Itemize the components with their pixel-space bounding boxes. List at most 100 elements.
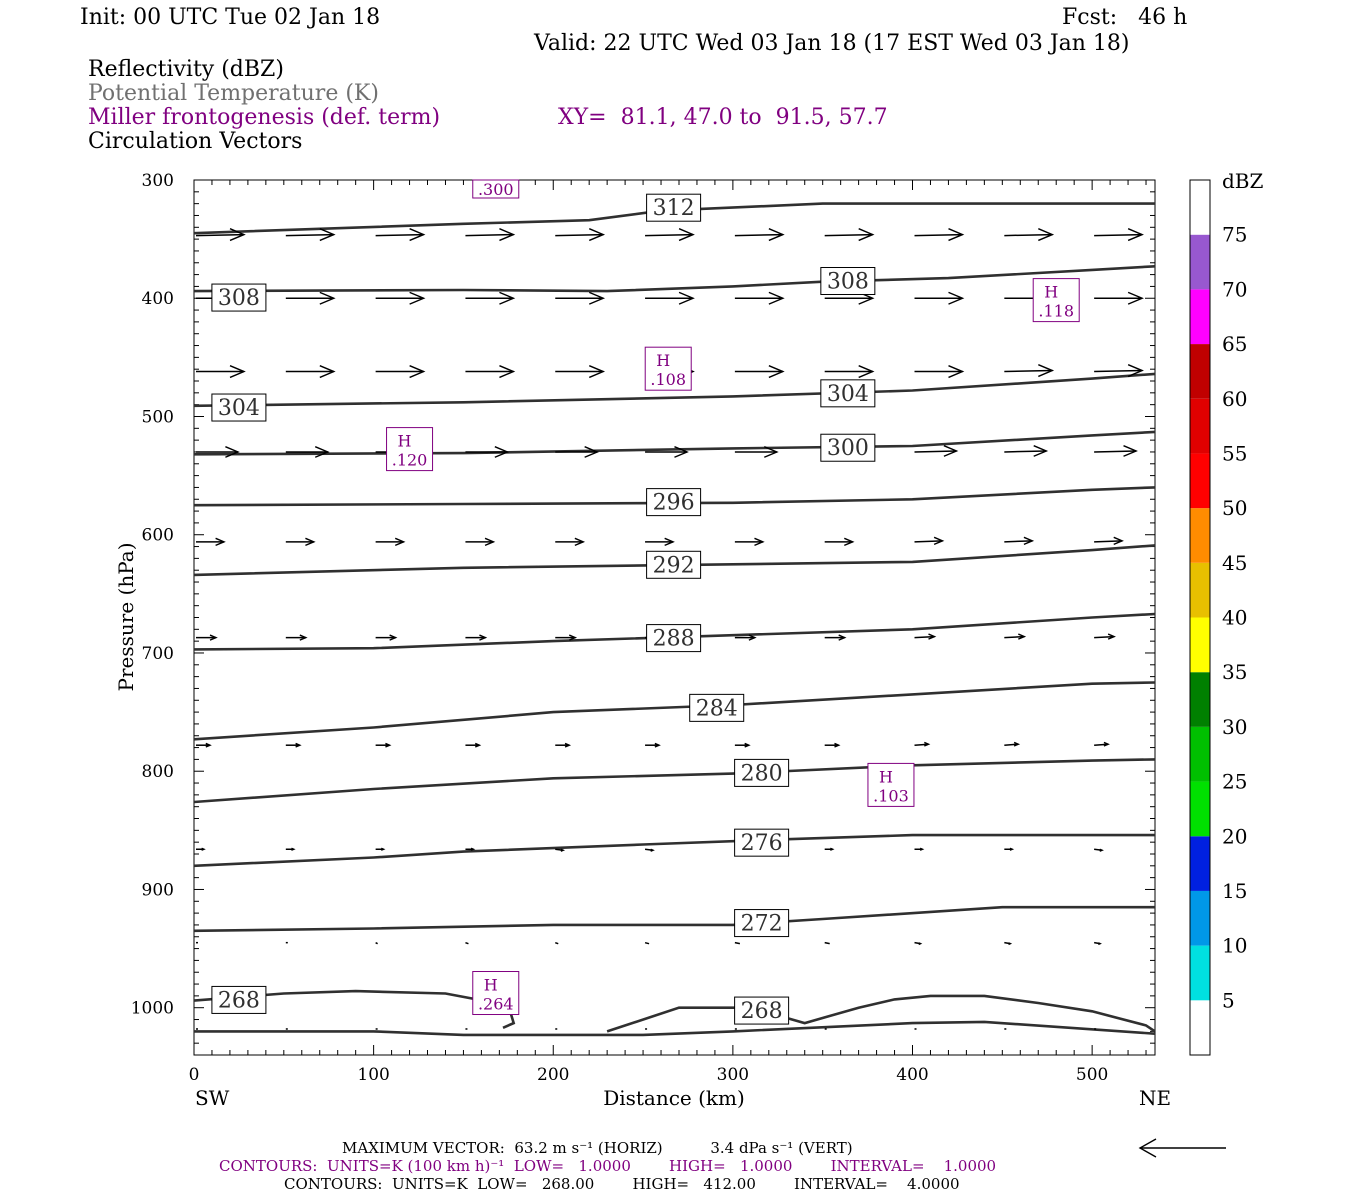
x-tick-label: 200 xyxy=(537,1065,569,1085)
y-tick-label: 500 xyxy=(142,407,174,427)
vector-arrowhead xyxy=(319,228,336,242)
theta-contour-line xyxy=(194,430,1155,456)
vector-arrowhead xyxy=(479,634,488,641)
vector-arrowhead xyxy=(1038,228,1055,242)
colorbar-segment xyxy=(1190,836,1210,891)
colorbar-label: 65 xyxy=(1222,332,1247,356)
frontogenesis-max-box xyxy=(386,427,434,472)
theta-contour-label: 300 xyxy=(827,436,869,461)
y-tick-label: 600 xyxy=(142,526,174,546)
frontogenesis-max-box xyxy=(644,346,692,391)
vector-arrowhead xyxy=(1123,445,1138,457)
vector-arrowhead xyxy=(205,742,212,748)
vector-arrowhead xyxy=(225,446,240,458)
vector-arrowhead xyxy=(380,847,386,851)
field-reflectivity: Reflectivity (dBZ) xyxy=(88,57,284,82)
circulation-vector xyxy=(824,233,873,237)
cross-section-endpoints: XY= 81.1, 47.0 to 91.5, 57.7 xyxy=(558,105,888,130)
forecast-hour: Fcst: 46 h xyxy=(1062,5,1188,30)
frontogenesis-max-box xyxy=(472,971,520,1016)
vector-arrowhead xyxy=(305,537,316,546)
theta-contour-line xyxy=(194,486,1155,507)
vector-arrowhead xyxy=(588,228,606,242)
circulation-vector xyxy=(375,233,424,237)
vector-arrowhead xyxy=(1013,741,1021,747)
frontogenesis-max-letter: H xyxy=(398,432,412,451)
circulation-vector xyxy=(914,743,929,746)
x-tick-label: 100 xyxy=(357,1065,389,1085)
colorbar-segment xyxy=(1190,289,1210,345)
frontogenesis-max-letter: H xyxy=(484,976,498,995)
x-axis-tick-labels: 0 100 200 300 400 500 xyxy=(189,1065,1109,1085)
vector-arrowhead xyxy=(215,537,226,546)
theta-label-box xyxy=(734,758,790,787)
y-tick-label: 1000 xyxy=(131,999,174,1019)
x-tick-label: 300 xyxy=(717,1065,749,1085)
vector-arrowhead xyxy=(574,537,586,546)
vector-arrowhead xyxy=(299,634,308,641)
vector-arrowhead xyxy=(499,291,516,305)
theta-contour-line xyxy=(194,202,1155,235)
colorbar-label: 75 xyxy=(1222,223,1247,247)
vector-arrowhead xyxy=(1038,364,1055,378)
theta-label-box xyxy=(211,985,267,1014)
vector-arrowhead xyxy=(1127,228,1144,242)
frontogenesis-max-box xyxy=(1032,278,1080,323)
circulation-vector xyxy=(824,941,830,945)
x-tick-label: 500 xyxy=(1076,1065,1108,1085)
vector-arrowhead xyxy=(838,634,847,641)
vector-arrowhead xyxy=(943,445,959,457)
vector-arrowhead xyxy=(470,847,476,851)
theta-contour-line xyxy=(194,989,516,1029)
circulation-vector xyxy=(465,233,514,237)
reflectivity-colorbar: 5 10 15 20 25 30 35 40 45 50 55 60 65 70 75 xyxy=(1189,179,1247,1056)
vector-arrowhead xyxy=(494,446,510,458)
vector-arrowhead xyxy=(1113,536,1124,545)
colorbar-label: 70 xyxy=(1222,277,1247,301)
theta-label-box xyxy=(211,283,267,312)
circulation-vector xyxy=(195,233,245,237)
vector-arrowhead xyxy=(484,537,496,546)
circulation-vector xyxy=(375,941,378,945)
theta-label-box xyxy=(820,433,876,462)
vector-arrowhead xyxy=(319,291,336,305)
vector-arrowhead xyxy=(768,228,785,242)
vector-arrowhead xyxy=(1033,445,1049,457)
theta-label-box xyxy=(734,828,790,857)
vector-arrowhead xyxy=(948,228,965,242)
colorbar-segment xyxy=(1190,890,1210,946)
vector-arrowhead xyxy=(1018,633,1027,640)
y-tick-label: 400 xyxy=(142,289,174,309)
circulation-vector xyxy=(914,450,957,453)
colorbar-frame xyxy=(1189,179,1211,1056)
circulation-vector xyxy=(1094,635,1115,639)
circulation-vector xyxy=(1004,743,1019,746)
frontogenesis-max-letter: H xyxy=(656,351,670,370)
frontogenesis-max-value: .264 xyxy=(478,995,514,1014)
x-axis-right-end-label: NE xyxy=(1139,1086,1171,1110)
theta-label-box xyxy=(646,193,702,222)
theta-contour-note: CONTOURS: UNITS=K LOW= 268.00 HIGH= 412.… xyxy=(284,1175,960,1193)
circulation-vector xyxy=(1094,743,1109,746)
colorbar-segment xyxy=(1190,562,1210,618)
theta-contour-label: 304 xyxy=(827,382,869,407)
vector-arrowhead xyxy=(499,365,516,379)
circulation-vector xyxy=(1004,369,1053,373)
colorbar-segment xyxy=(1190,617,1210,673)
vector-arrowhead xyxy=(674,446,689,458)
x-tick-label: 400 xyxy=(896,1065,928,1085)
y-tick-label: 800 xyxy=(142,762,174,782)
vector-arrowhead xyxy=(948,291,965,305)
vector-arrowhead xyxy=(499,228,516,242)
vector-arrowhead xyxy=(858,365,875,379)
vector-arrowhead xyxy=(229,228,246,242)
vector-arrowhead xyxy=(1107,633,1116,640)
vector-arrowhead xyxy=(1127,364,1144,378)
circulation-vector xyxy=(644,941,650,945)
frontogenesis-max-letter: H xyxy=(879,767,893,786)
circulation-vector xyxy=(1004,635,1025,639)
frontogenesis-max-value: .120 xyxy=(392,451,428,470)
circulation-vector xyxy=(734,941,741,945)
colorbar-label: 25 xyxy=(1222,770,1247,794)
